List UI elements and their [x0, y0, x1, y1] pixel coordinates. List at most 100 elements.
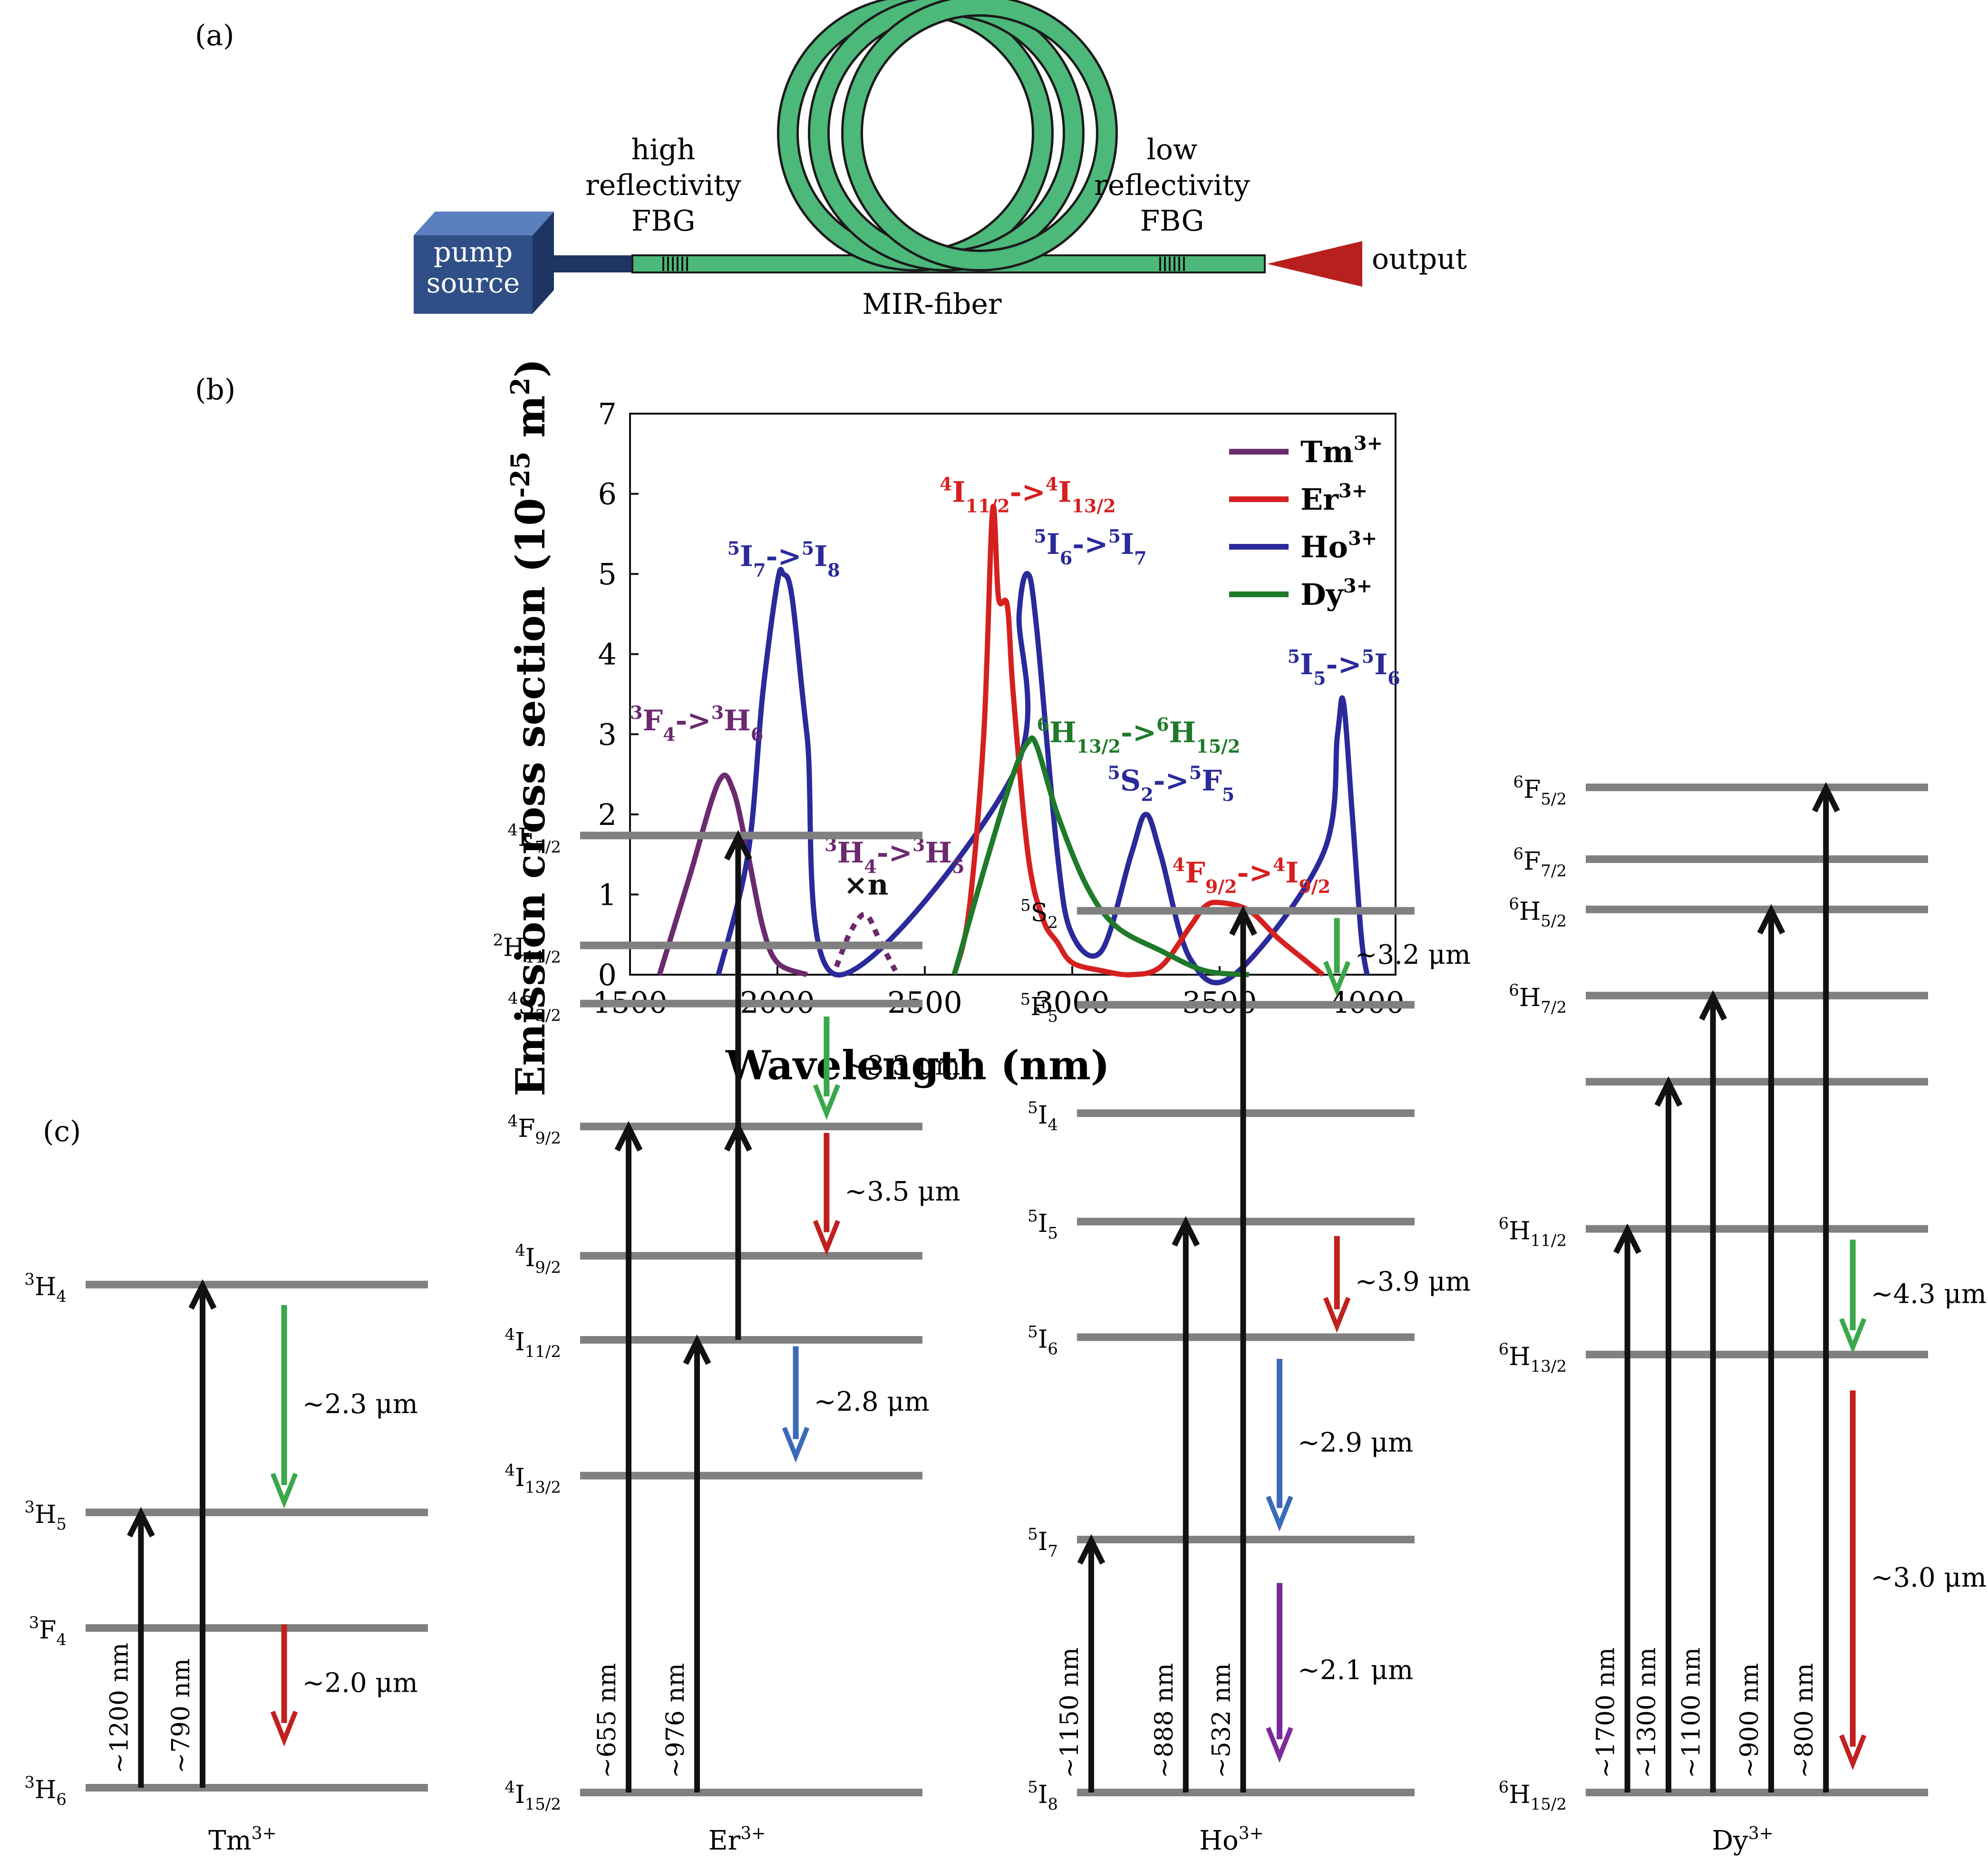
level-label: 3F4: [29, 1613, 67, 1649]
emission-arrow-head: [1266, 1495, 1293, 1532]
plot-frame: [629, 413, 1396, 976]
transition-annotation: 4F9/2->4I9/2: [1173, 854, 1330, 897]
pump-wavelength-label: ~900 nm: [1736, 1663, 1764, 1778]
level-label: 4F7/2: [508, 821, 561, 857]
panel-a-setup-diagram: (a) pump source high reflectivity FBG lo…: [195, 0, 1467, 321]
pump-arrow-head: [1757, 904, 1785, 935]
level-label: 5F5: [1020, 990, 1058, 1026]
y-tick-label: 2: [598, 797, 617, 832]
level-label: 5I4: [1028, 1098, 1058, 1134]
emission-arrow-head: [1839, 1318, 1867, 1354]
output-label: output: [1372, 242, 1467, 276]
y-tick-label: 6: [598, 477, 617, 512]
pump-wavelength-label: ~976 nm: [661, 1663, 690, 1778]
pump-wavelength-label: ~800 nm: [1790, 1663, 1819, 1778]
pump-wavelength-label: ~1150 nm: [1056, 1647, 1084, 1778]
emission-arrow-head: [1266, 1727, 1293, 1763]
series-line-tm3-: [657, 773, 808, 978]
transition-annotation: 4I11/2->4I13/2: [940, 473, 1116, 516]
y-tick-label: 5: [598, 557, 617, 591]
emission-arrow-head: [270, 1711, 298, 1747]
hr-fbg-label-line2: reflectivity: [585, 169, 741, 202]
level-label: 4I9/2: [515, 1241, 561, 1277]
emission-arrow-head: [1323, 960, 1351, 997]
emission-wavelength-label: ~2.1 μm: [1298, 1655, 1413, 1686]
pump-wavelength-label: ~655 nm: [593, 1663, 621, 1778]
transition-annotation: 5I5->5I6: [1288, 646, 1400, 689]
level-label: 4I13/2: [504, 1461, 561, 1497]
legend-entry: Er3+: [1300, 480, 1367, 517]
level-label: 6F7/2: [1513, 844, 1567, 881]
y-tick-label: 7: [598, 397, 617, 431]
level-label: 3H4: [24, 1270, 67, 1306]
transition-annotation: 5I7->5I8: [727, 537, 840, 581]
pump-source-label-line2: source: [427, 267, 520, 299]
legend-entry: Dy3+: [1300, 575, 1372, 612]
pump-wavelength-label: ~1300 nm: [1633, 1647, 1661, 1778]
level-label: 5I5: [1028, 1207, 1058, 1243]
panel-c-label: (c): [43, 1115, 81, 1148]
level-label: 5I8: [1028, 1778, 1058, 1814]
pump-arrow-head: [1172, 1216, 1200, 1247]
hr-fbg-label-line3: FBG: [631, 204, 696, 238]
mir-fiber-label: MIR-fiber: [862, 288, 1002, 321]
y-tick-label: 3: [598, 717, 617, 752]
legend-entry: Tm3+: [1300, 432, 1383, 469]
ion-diagram-er: 4F7/2 2H11/2 4S3/2 4F9/2 4I9/2 4I11/2 4I13/2 4I…: [493, 821, 960, 1856]
y-axis-label: Emission cross section (10-25 m2): [505, 358, 554, 1096]
transition-annotation: 6H13/2->6H15/2: [1037, 714, 1241, 757]
y-tick-label: 4: [598, 637, 617, 672]
pump-source-label-line1: pump: [434, 236, 513, 268]
level-label: 6H15/2: [1499, 1778, 1567, 1814]
level-label: 2H11/2: [493, 930, 561, 967]
emission-wavelength-label: ~4.3 μm: [1871, 1279, 1987, 1310]
pump-arrow-head: [1812, 782, 1840, 813]
level-label: 6H5/2: [1509, 895, 1567, 931]
emission-wavelength-label: ~2.9 μm: [1298, 1427, 1413, 1458]
legend-entry: Ho3+: [1300, 527, 1377, 564]
emission-wavelength-label: ~3.3 μm: [844, 1050, 960, 1081]
emission-wavelength-label: ~2.8 μm: [814, 1386, 930, 1417]
emission-wavelength-label: ~2.3 μm: [302, 1389, 418, 1420]
pump-wavelength-label: ~1200 nm: [105, 1643, 134, 1773]
emission-wavelength-label: ~3.9 μm: [1355, 1267, 1471, 1298]
pump-fiber: [542, 255, 632, 272]
pump-wavelength-label: ~790 nm: [167, 1658, 195, 1773]
level-label: 3H5: [24, 1498, 67, 1534]
level-label: 6H13/2: [1499, 1340, 1567, 1376]
ion-diagram-dy: 6F5/2 6F7/2 6H5/2 6H7/2 6H11/2 6H13/2 6H15/2 ~1…: [1499, 773, 1987, 1856]
transition-annotation: 5S2->5F5: [1107, 762, 1234, 805]
energy-level-diagrams: 3H4 3H5 3F4 3H6 ~1200 nm ~790 nm ~2.3 μm ~2.0 μ…: [24, 773, 1987, 1856]
level-label: 5S2: [1020, 896, 1058, 932]
series-line-ho3-: [716, 567, 1370, 986]
emission-wavelength-label: ~2.0 μm: [302, 1667, 418, 1698]
level-label: 4S3/2: [508, 989, 561, 1025]
transition-annotation: 5I6->5I7: [1034, 525, 1146, 569]
level-label: 5I6: [1028, 1322, 1058, 1358]
level-label: 4F9/2: [508, 1112, 561, 1148]
ion-diagram-tm: 3H4 3H5 3F4 3H6 ~1200 nm ~790 nm ~2.3 μm ~2.0 μ…: [24, 1270, 428, 1856]
pump-wavelength-label: ~888 nm: [1150, 1663, 1179, 1778]
ion-name-label: Er3+: [708, 1824, 766, 1856]
y-tick-label: 0: [598, 958, 617, 992]
pump-source-box: pump source: [414, 212, 554, 314]
transition-annotation: 3F4->3H6: [630, 702, 763, 745]
y-tick-label: 1: [598, 877, 617, 912]
series-line-er3-: [951, 504, 1325, 978]
emission-arrow-head: [813, 1084, 841, 1120]
emission-cross-section-chart: 15002000250030003500400001234567Tm3+Er3+…: [592, 397, 1405, 1020]
pump-arrow-head: [1699, 990, 1727, 1021]
output-beam-cone: [1267, 241, 1362, 287]
lr-fbg-label-line2: reflectivity: [1094, 169, 1250, 202]
emission-wavelength-label: ~3.5 μm: [844, 1176, 960, 1207]
high-reflectivity-fbg-grating: [662, 257, 688, 271]
times-n-label: ×n: [844, 868, 889, 901]
low-reflectivity-fbg-grating: [1159, 257, 1185, 271]
ion-name-label: Tm3+: [208, 1824, 277, 1856]
emission-wavelength-label: ~3.2 μm: [1355, 940, 1471, 970]
pump-arrow-head: [683, 1334, 711, 1365]
pump-arrow-head: [1654, 1076, 1683, 1107]
lr-fbg-label-line1: low: [1147, 133, 1198, 166]
emission-arrow-head: [270, 1472, 298, 1509]
